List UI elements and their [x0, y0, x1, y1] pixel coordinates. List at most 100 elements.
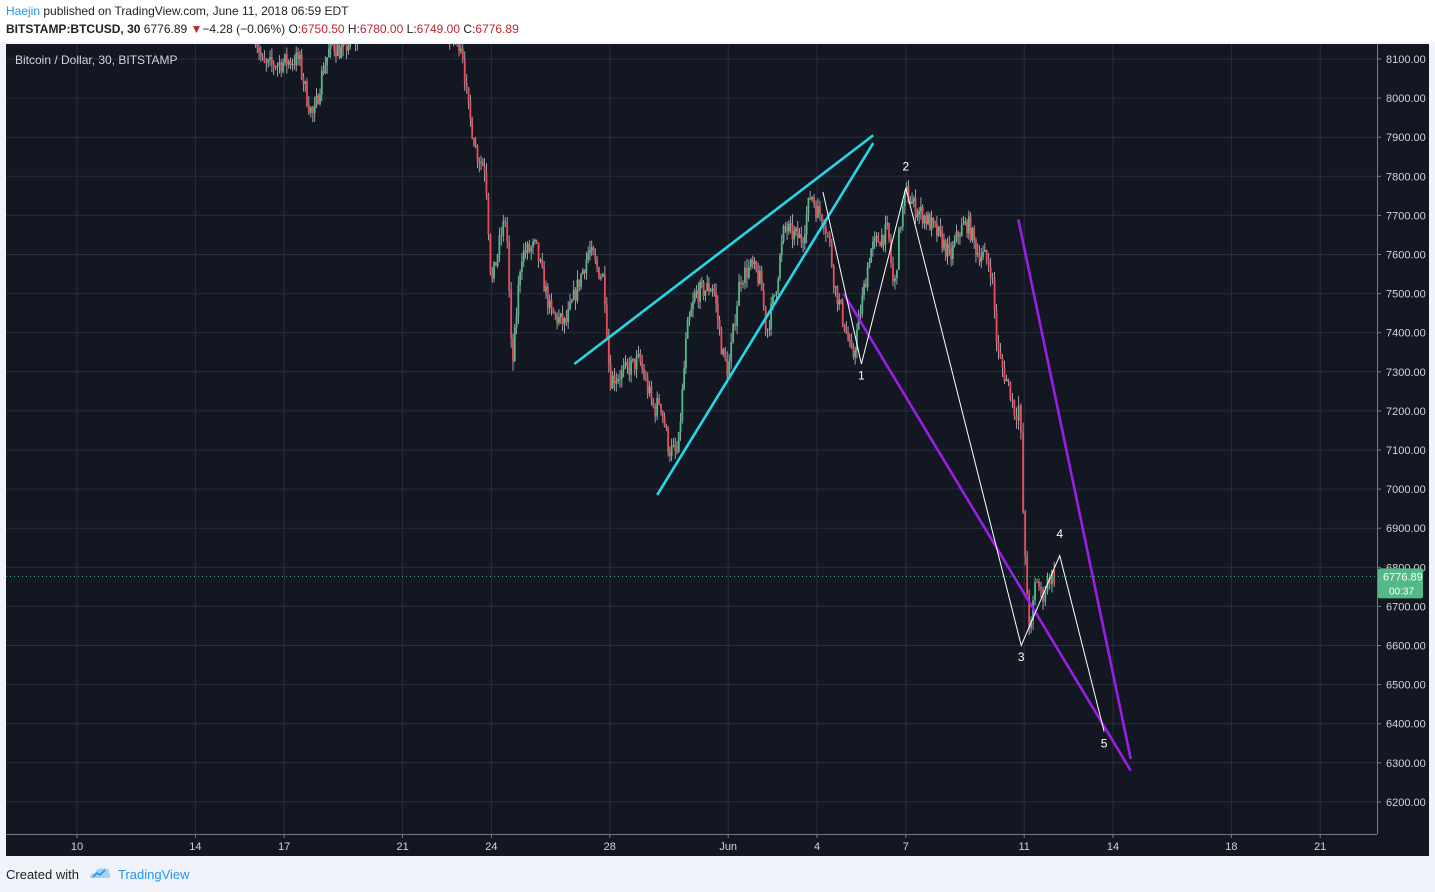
last-price-tag[interactable]: [1378, 568, 1423, 599]
candle-body: [1011, 399, 1014, 401]
trendline-cyan-upper[interactable]: [573, 134, 875, 366]
candle-body: [951, 245, 954, 259]
candle-body: [896, 269, 898, 279]
candle-body: [894, 278, 896, 282]
candle-body: [909, 202, 912, 204]
candle-body: [311, 107, 314, 114]
wave-label: 2: [902, 160, 909, 174]
candle-body: [928, 214, 931, 231]
low-value: 6749.00: [416, 22, 461, 36]
candle-body: [661, 411, 664, 417]
candle-body: [570, 300, 573, 303]
publish-info: Haejin published on TradingView.com, Jun…: [6, 4, 348, 18]
candle-body: [345, 44, 348, 51]
time-tick-label: 11: [1018, 841, 1029, 853]
candle-body: [782, 226, 785, 242]
high-value: 6780.00: [359, 22, 404, 36]
candle-body: [676, 450, 678, 452]
candle-body: [688, 316, 691, 320]
candle-body: [749, 259, 752, 267]
candle-body: [576, 279, 579, 301]
candle-body: [983, 250, 986, 252]
candle-body: [289, 60, 292, 66]
price-tick-label: 6300.00: [1386, 758, 1426, 770]
candle-body: [539, 259, 542, 262]
candle-body: [966, 221, 968, 234]
candle-body: [461, 48, 464, 59]
candle-body: [663, 416, 666, 427]
time-tick-label: 18: [1225, 841, 1237, 853]
candle-body: [326, 57, 329, 65]
candle-body: [526, 243, 529, 254]
candle-body: [817, 206, 819, 218]
chart-panel[interactable]: 1 2 3 4 5 Bitcoin / Dollar, 30, BITSTAMP 620…: [6, 44, 1429, 856]
candle-body: [841, 301, 844, 324]
candle-body: [641, 362, 644, 369]
candle-body: [615, 381, 618, 384]
created-with-text: Created with: [6, 867, 79, 882]
price-tick-label: 6900.00: [1386, 523, 1426, 535]
candle-body: [892, 262, 894, 282]
candle-body: [1022, 432, 1024, 512]
tradingview-link[interactable]: TradingView: [118, 867, 190, 882]
time-tick-label: 14: [1107, 841, 1119, 853]
candle-body: [907, 186, 910, 203]
wave-label: 1: [858, 369, 865, 383]
candle-body: [888, 223, 890, 240]
candle-body: [1044, 591, 1047, 602]
candle-body: [500, 235, 503, 237]
candle-body: [744, 267, 746, 284]
candle-body: [877, 235, 880, 243]
candle-body: [770, 303, 773, 330]
candle-body: [803, 234, 806, 244]
candle-body: [861, 295, 864, 314]
wave-path[interactable]: [822, 187, 1105, 732]
candle-body: [1013, 399, 1016, 417]
candle-body: [528, 243, 531, 252]
open-label: O:: [288, 22, 302, 36]
tradingview-logo-icon[interactable]: [88, 865, 112, 881]
price-tick-label: 8100.00: [1386, 54, 1426, 66]
author-link[interactable]: Haejin: [6, 4, 41, 18]
candle-body: [522, 250, 525, 262]
candle-body: [989, 267, 992, 278]
price-axis[interactable]: 6200.00 6300.00 6400.00 6500.00 6600.00 6700.…: [6, 44, 1429, 856]
price-chart[interactable]: 1 2 3 4 5 Bitcoin / Dollar, 30, BITSTAMP 620…: [6, 44, 1429, 856]
publish-header: Haejin published on TradingView.com, Jun…: [0, 0, 1435, 42]
candle-body: [897, 228, 900, 270]
time-tick-label: 24: [485, 841, 497, 853]
time-tick-label: Jun: [719, 841, 737, 853]
candle-body: [716, 303, 719, 320]
candle-body: [1015, 416, 1018, 421]
wave-count[interactable]: 1 2 3 4 5: [822, 160, 1108, 751]
drawings[interactable]: [573, 134, 1133, 772]
candle-body: [768, 329, 771, 330]
candle-body: [836, 286, 839, 305]
candle-body: [594, 254, 597, 260]
trendline-purple-lower[interactable]: [842, 292, 1132, 772]
candle-body: [561, 313, 564, 325]
candle-body: [256, 44, 259, 48]
candle-body: [905, 186, 908, 191]
candle-body: [923, 215, 926, 224]
trendline-purple-upper[interactable]: [1017, 219, 1133, 760]
symbol-name[interactable]: BITSTAMP:BTCUSD, 30: [6, 22, 141, 36]
candle-body: [307, 105, 310, 113]
candle-body: [626, 361, 629, 366]
candle-body: [884, 224, 887, 245]
candles: [254, 44, 1056, 636]
candle-body: [1036, 581, 1038, 583]
candle-body: [510, 290, 513, 339]
time-tick-label: 14: [189, 841, 201, 853]
candle-body: [975, 239, 977, 255]
candle-body: [333, 44, 336, 52]
candle-body: [622, 366, 625, 370]
candle-body: [813, 196, 815, 205]
candle-body: [459, 48, 462, 52]
candle-body: [342, 44, 345, 47]
candle-body: [711, 288, 714, 291]
time-axis[interactable]: 10 14 17 21 24 28 Jun 4 7 11 14 18 21: [6, 834, 1377, 853]
candle-body: [265, 62, 268, 64]
candle-body: [319, 94, 321, 104]
trendline-cyan-lower[interactable]: [656, 142, 875, 496]
